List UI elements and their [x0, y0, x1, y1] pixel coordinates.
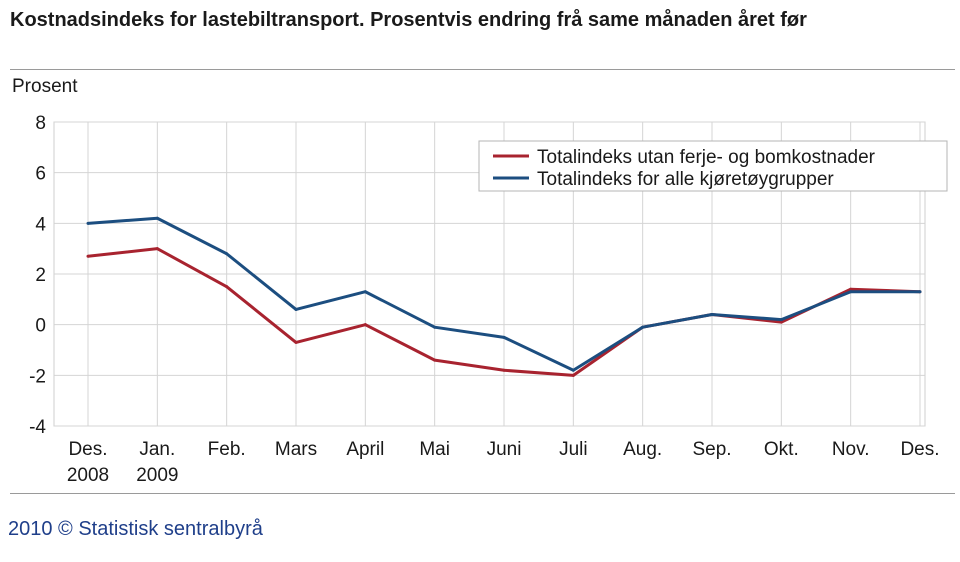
footer-divider — [10, 493, 955, 494]
data-point — [363, 290, 367, 294]
data-point — [225, 252, 229, 256]
line-chart: 8 6 4 2 0 -2 -4 Des. 2008 Jan. 2009 Feb. Mars April Ma… — [29, 113, 948, 486]
data-point — [155, 247, 159, 251]
x-tick-label: Aug. — [623, 439, 662, 460]
data-point — [571, 368, 575, 372]
x-tick-label: Juli — [559, 439, 588, 460]
x-tick-label: 2009 — [136, 465, 178, 486]
data-point — [710, 313, 714, 317]
x-tick-label: Des. — [900, 439, 939, 460]
x-tick-label: Okt. — [764, 439, 799, 460]
x-tick-label: Mars — [275, 439, 317, 460]
y-tick-label: 8 — [35, 113, 46, 134]
legend-box — [478, 140, 948, 192]
x-tick-label: Des. — [68, 439, 107, 460]
y-tick-label: 0 — [35, 316, 46, 337]
data-point — [779, 318, 783, 322]
copyright-footer: 2010 © Statistisk sentralbyrå — [8, 518, 263, 540]
data-point — [502, 368, 506, 372]
y-tick-label: -2 — [29, 366, 46, 387]
data-point — [155, 216, 159, 220]
x-tick-label: Nov. — [832, 439, 870, 460]
data-point — [225, 285, 229, 289]
x-tick-label: April — [346, 439, 384, 460]
x-tick-label: Feb. — [208, 439, 246, 460]
x-tick-label: Juni — [487, 439, 522, 460]
data-point — [86, 221, 90, 225]
x-tick-label: 2008 — [67, 465, 109, 486]
legend-label: Totalindeks utan ferje- og bomkostnader — [537, 147, 876, 168]
data-point — [779, 320, 783, 324]
data-point — [86, 254, 90, 258]
y-tick-label: 2 — [35, 265, 46, 286]
x-tick-label: Sep. — [692, 439, 731, 460]
y-axis-label: Prosent — [12, 76, 78, 97]
y-tick-label: 6 — [35, 164, 46, 185]
legend-label: Totalindeks for alle kjøretøygrupper — [537, 169, 834, 190]
x-tick-label: Jan. — [139, 439, 175, 460]
title-divider — [10, 69, 955, 70]
data-point — [433, 358, 437, 362]
data-point — [294, 340, 298, 344]
data-point — [918, 290, 922, 294]
data-point — [849, 290, 853, 294]
data-point — [433, 325, 437, 329]
data-point — [571, 373, 575, 377]
data-point — [502, 335, 506, 339]
x-tick-label: Mai — [419, 439, 450, 460]
y-tick-label: -4 — [29, 417, 46, 438]
y-tick-label: 4 — [35, 214, 46, 235]
data-point — [363, 323, 367, 327]
data-point — [641, 325, 645, 329]
data-point — [849, 287, 853, 291]
chart-title: Kostnadsindeks for lastebiltransport. Pr… — [10, 9, 807, 31]
data-point — [294, 307, 298, 311]
